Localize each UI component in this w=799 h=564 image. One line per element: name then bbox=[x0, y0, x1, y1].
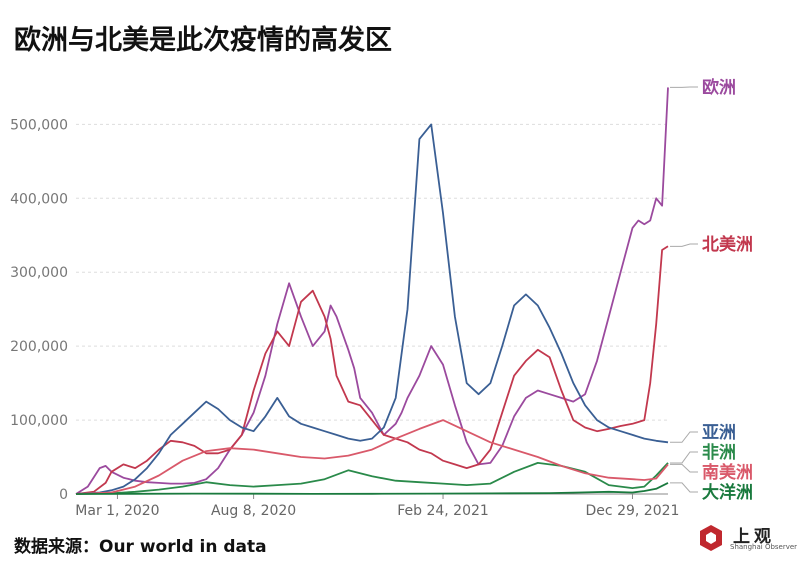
series-label-leader bbox=[670, 431, 698, 443]
x-tick-label: Aug 8, 2020 bbox=[211, 503, 296, 519]
y-tick-label: 500,000 bbox=[10, 117, 68, 133]
series-line-5 bbox=[75, 482, 669, 495]
y-tick-label: 400,000 bbox=[10, 191, 68, 207]
shanghai-observer-logo bbox=[700, 525, 722, 551]
y-tick-label: 0 bbox=[59, 487, 68, 503]
series-label-leader bbox=[670, 482, 698, 493]
series-label: 亚洲 bbox=[702, 423, 736, 443]
data-source: 数据来源：Our world in data bbox=[14, 537, 267, 557]
x-tick-label: Dec 29, 2021 bbox=[586, 503, 680, 519]
series-line-2 bbox=[75, 123, 669, 495]
series-label-leader bbox=[670, 463, 698, 473]
series-label: 欧洲 bbox=[702, 77, 736, 98]
x-tick-label: Feb 24, 2021 bbox=[397, 503, 489, 519]
y-tick-label: 200,000 bbox=[10, 339, 68, 355]
series-label: 南美洲 bbox=[702, 462, 753, 483]
x-tick-label: Mar 1, 2020 bbox=[75, 503, 159, 519]
series-line-0 bbox=[75, 87, 669, 495]
y-axis-ticks: 0 100,000 200,000 300,000 400,000 500,000 bbox=[10, 117, 68, 503]
series-lines bbox=[75, 87, 669, 495]
logo-text: 上观 bbox=[733, 527, 775, 547]
series-label: 非洲 bbox=[702, 442, 736, 463]
series-line-4 bbox=[75, 419, 669, 495]
series-label-leader bbox=[670, 451, 698, 464]
series-label: 北美洲 bbox=[702, 234, 753, 255]
series-label-leader bbox=[670, 243, 698, 247]
series-line-1 bbox=[75, 245, 669, 495]
chart-title: 欧洲与北美是此次疫情的高发区 bbox=[14, 25, 392, 56]
x-axis-ticks: Mar 1, 2020 Aug 8, 2020 Feb 24, 2021 Dec 29… bbox=[75, 494, 679, 519]
series-label: 大洋洲 bbox=[702, 482, 753, 503]
y-tick-label: 300,000 bbox=[10, 265, 68, 281]
logo-subtitle: Shanghai Observer bbox=[730, 543, 798, 551]
y-tick-label: 100,000 bbox=[10, 413, 68, 429]
series-line-3 bbox=[75, 461, 669, 495]
